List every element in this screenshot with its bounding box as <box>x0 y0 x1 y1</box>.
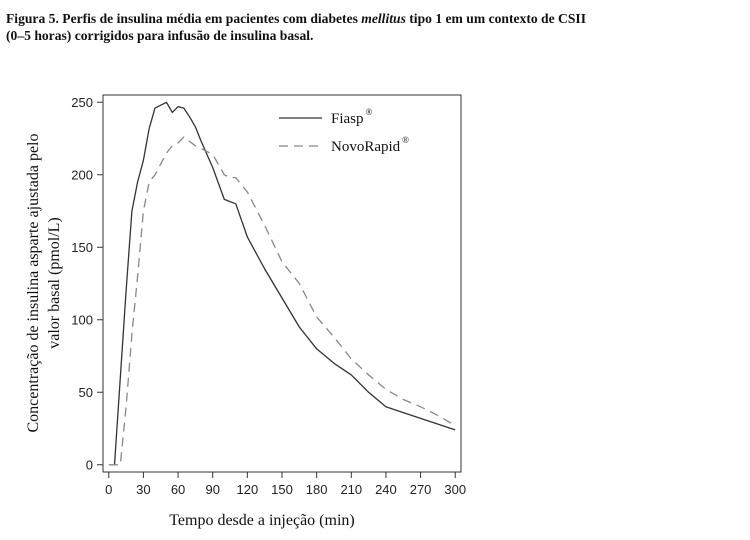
y-tick-label: 100 <box>71 312 93 327</box>
x-tick-label: 60 <box>171 482 185 497</box>
series-line-novorapid <box>108 136 456 466</box>
legend-sup-fiasp: ® <box>366 107 373 117</box>
plot-frame <box>102 94 462 473</box>
y-tick-label: 200 <box>71 167 93 182</box>
x-tick-label: 90 <box>205 482 219 497</box>
y-axis-title-line1: Concentração de insulina asparte ajustad… <box>25 134 42 433</box>
legend-label-novorapid: NovoRapid <box>331 139 401 155</box>
x-tick-label: 150 <box>271 482 293 497</box>
x-axis-title: Tempo desde a injeção (min) <box>169 512 354 529</box>
caption-line1-rest: tipo 1 em um contexto de CSII <box>405 11 586 26</box>
figure-caption: Figura 5. Perfis de insulina média em pa… <box>6 10 744 44</box>
ticks: 0 30 60 90 120 150 180 210 240 270 300 0 50 100 150 200… <box>71 95 466 497</box>
legend-label-fiasp: Fiasp <box>331 111 364 127</box>
y-tick-label: 0 <box>86 457 93 472</box>
x-tick-label: 30 <box>136 482 150 497</box>
series-line-fiasp <box>113 101 456 465</box>
x-tick-label: 240 <box>375 482 397 497</box>
series-layer <box>108 101 456 466</box>
caption-line2: (0–5 horas) corrigidos para infusão de i… <box>6 28 314 43</box>
x-tick-label: 0 <box>105 482 112 497</box>
axes <box>102 94 462 473</box>
x-tick-label: 270 <box>410 482 432 497</box>
x-tick-label: 180 <box>306 482 328 497</box>
caption-italic: mellitus <box>361 11 406 26</box>
y-axis-title: Concentração de insulina asparte ajustad… <box>25 134 63 433</box>
caption-prefix: Figura 5. Perfis de insulina média em pa… <box>6 11 362 26</box>
legend: Fiasp ®NovoRapid ® <box>279 107 409 155</box>
y-tick-label: 150 <box>71 240 93 255</box>
y-tick-label: 50 <box>79 385 93 400</box>
legend-sup-novorapid: ® <box>402 135 409 145</box>
y-tick-label: 250 <box>71 95 93 110</box>
x-tick-label: 120 <box>237 482 259 497</box>
x-tick-label: 300 <box>444 482 466 497</box>
y-axis-title-line2: valor basal (pmol/L) <box>46 217 63 349</box>
x-tick-label: 210 <box>340 482 362 497</box>
